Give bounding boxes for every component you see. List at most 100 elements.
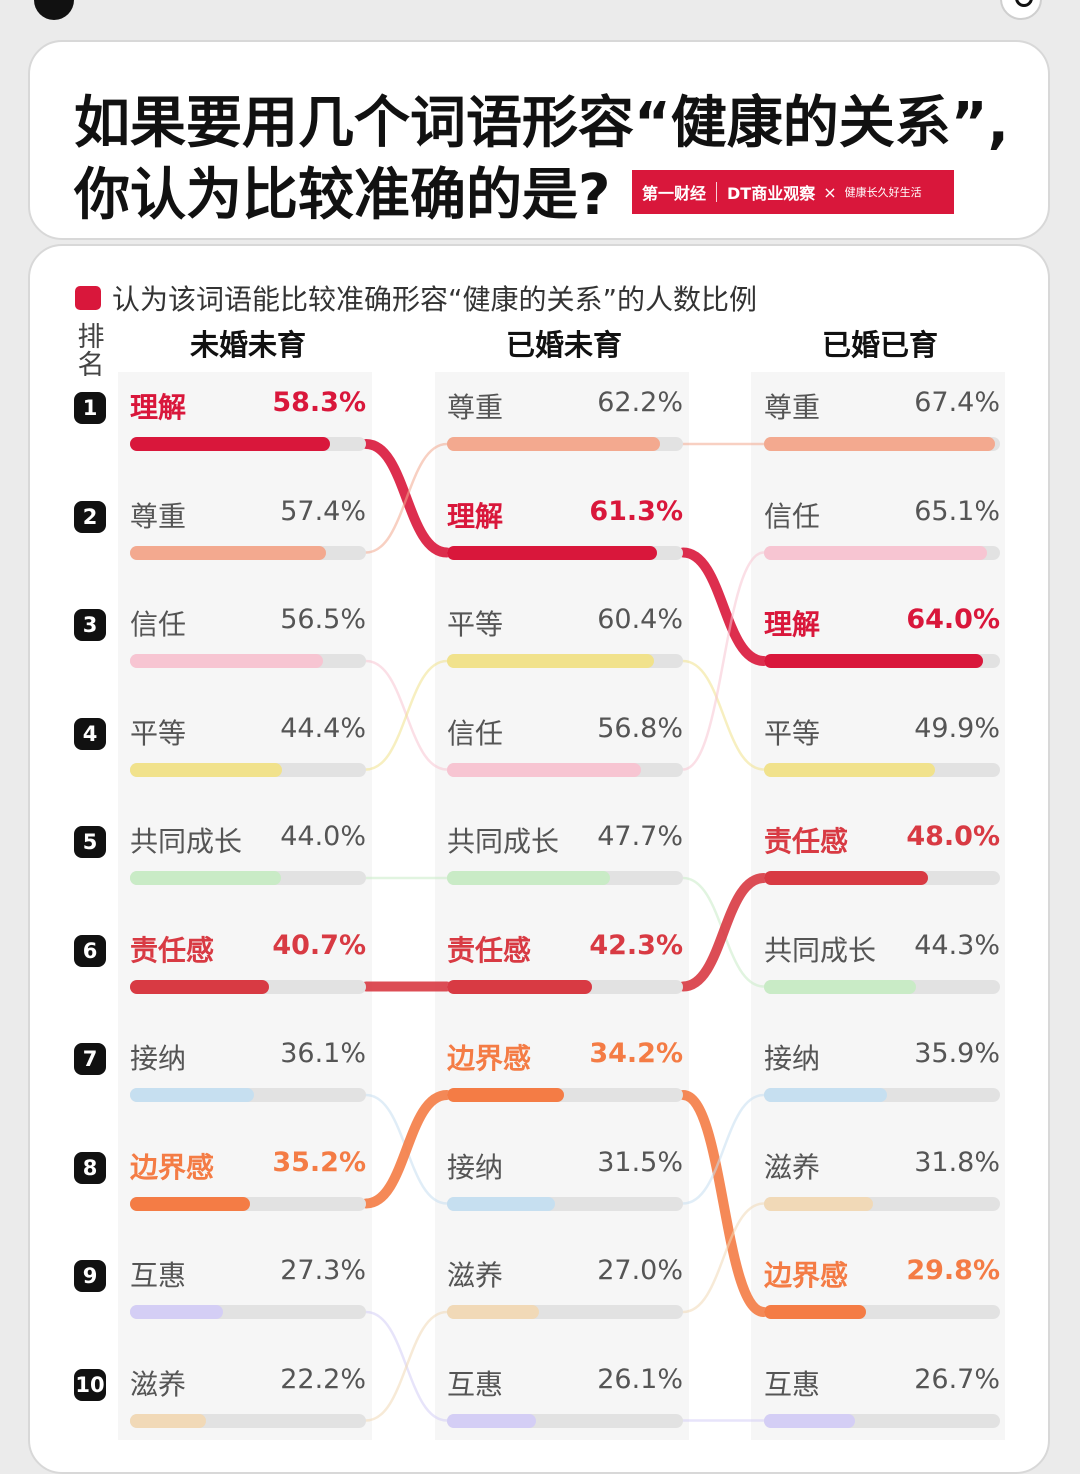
bar-track (764, 762, 1000, 777)
rank-badge-4: 4 (74, 717, 106, 750)
bar (764, 545, 987, 560)
bar-label: 平等 (764, 716, 821, 750)
bar-label: 接纳 (130, 1042, 187, 1075)
bar-label: 接纳 (764, 1042, 821, 1075)
flow-link-责任感 (678, 873, 769, 992)
rank-header-char-2: 名 (77, 350, 105, 381)
flow-link-滋养 (364, 1310, 449, 1422)
bar-value: 35.9% (914, 1038, 1000, 1069)
bar-value: 29.8% (906, 1255, 1000, 1286)
flow-link-滋养 (681, 1202, 766, 1314)
rank-badge-8: 8 (74, 1151, 106, 1184)
bar-track (130, 979, 366, 994)
bar-value: 42.3% (589, 929, 683, 961)
bar-track (130, 545, 366, 560)
bar-label: 接纳 (447, 1150, 504, 1184)
rank-badge-6: 6 (74, 934, 106, 967)
bar (130, 762, 282, 777)
brand-partner: 健康长久好生活 (844, 186, 922, 199)
bar-track (764, 437, 1000, 451)
bar-track (764, 1088, 1000, 1102)
brand-cross-icon: × (823, 182, 837, 202)
bar-label: 滋养 (764, 1150, 821, 1184)
bar-value: 44.3% (914, 929, 1000, 961)
bar-track (130, 1413, 366, 1428)
bar-label: 理解 (447, 499, 504, 533)
bar-track (447, 654, 683, 668)
bar-label: 尊重 (764, 391, 821, 424)
bar-track (764, 545, 1000, 560)
bar-label: 责任感 (447, 933, 532, 967)
bar-value: 47.7% (597, 821, 683, 852)
rank-badge-5: 5 (74, 826, 106, 858)
flow-link-边界感 (678, 1090, 769, 1317)
bar-value: 27.0% (597, 1255, 683, 1286)
rank-badge-10: 10 (74, 1368, 106, 1401)
bar (764, 437, 995, 451)
bar-label: 责任感 (764, 825, 849, 858)
brand-yicai: 第一财经 (642, 184, 707, 203)
bar-value: 31.5% (597, 1146, 683, 1178)
bar (764, 1413, 856, 1428)
app-logo-icon[interactable] (34, 0, 74, 20)
bar (447, 1413, 537, 1428)
bar-value: 65.1% (914, 495, 1000, 527)
bar-track (447, 871, 683, 885)
bar (447, 1196, 555, 1211)
legend-text: 认为该词语能比较准确形容“健康的关系”的人数比例 (112, 283, 758, 316)
bar-label: 共同成长 (764, 933, 877, 967)
flow-link-平等 (681, 659, 766, 771)
brand-divider (716, 182, 718, 202)
bar-value: 27.3% (280, 1255, 366, 1286)
bar-value: 60.4% (597, 604, 683, 635)
bar-value: 57.4% (280, 495, 366, 527)
bar-value: 49.9% (914, 712, 1000, 744)
rank-badge-1: 1 (74, 392, 106, 424)
bar-value: 40.7% (272, 929, 366, 961)
bar-value: 22.2% (280, 1363, 366, 1395)
flow-link-理解 (678, 547, 769, 666)
bar-label: 滋养 (447, 1259, 504, 1292)
bar (447, 871, 611, 885)
flow-link-边界感 (361, 1090, 452, 1209)
bar (447, 762, 642, 777)
legend-swatch (75, 286, 101, 310)
bar-track (764, 654, 1000, 668)
bar (130, 1088, 254, 1102)
bar (447, 654, 654, 668)
bar-value: 44.4% (280, 712, 366, 744)
bar (764, 654, 983, 668)
page-title: 如果要用几个词语形容“健康的关系”, 你认为比较准确的是? (74, 88, 1034, 232)
bar-value: 56.8% (597, 712, 683, 744)
bar (764, 762, 935, 777)
bar (764, 1305, 866, 1319)
bar-value: 56.5% (280, 604, 366, 635)
bar (130, 979, 270, 994)
flow-link-尊重 (364, 442, 449, 554)
bar (447, 545, 657, 560)
rank-header-char-1: 排 (77, 322, 105, 353)
bar-label: 尊重 (447, 391, 504, 424)
bar-label: 互惠 (764, 1367, 821, 1401)
bar (130, 1305, 224, 1319)
bar-track (447, 545, 683, 560)
bar (130, 437, 330, 451)
bar-value: 58.3% (272, 387, 366, 418)
group-header-married-kids: 已婚已育 (821, 328, 938, 362)
bar (130, 1196, 251, 1211)
bar-value: 26.1% (597, 1363, 683, 1395)
rank-badge-7: 7 (74, 1043, 106, 1075)
bar-value: 36.1% (280, 1038, 366, 1069)
flow-link-接纳 (681, 1093, 766, 1205)
bar (447, 979, 592, 994)
bar (130, 871, 281, 885)
bar-label: 共同成长 (447, 825, 560, 858)
bar (130, 1413, 206, 1428)
bar-track (130, 871, 366, 885)
bar-track (447, 1196, 683, 1211)
bar-track (764, 871, 1000, 885)
group-header-married-no-kids: 已婚未育 (505, 328, 622, 362)
bar-value: 31.8% (914, 1146, 1000, 1178)
bar-label: 边界感 (130, 1150, 215, 1184)
bar (447, 1088, 565, 1102)
